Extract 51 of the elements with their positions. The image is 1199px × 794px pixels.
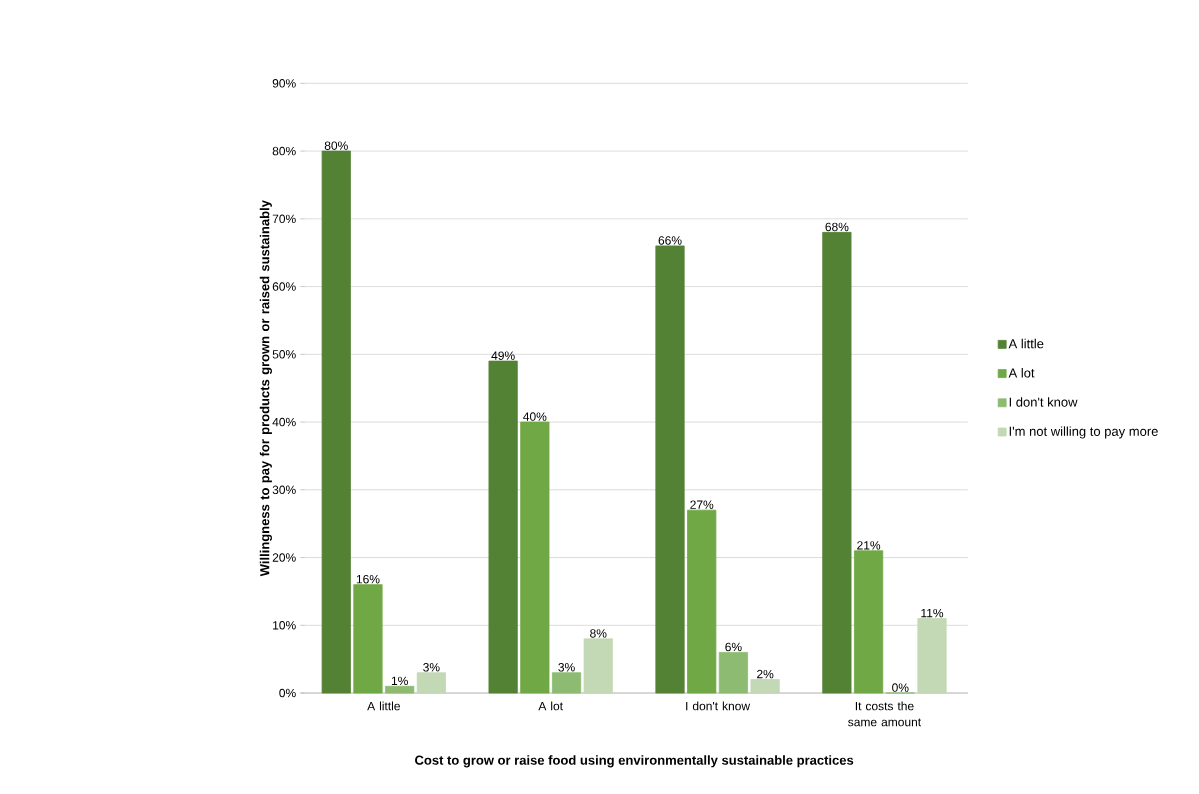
data-label: 8%: [590, 629, 607, 638]
bar: [655, 245, 685, 694]
bar: [687, 509, 717, 694]
bar: [520, 421, 550, 694]
legend-label: A lot: [1008, 367, 1035, 378]
data-label: 80%: [324, 141, 348, 150]
bar: [385, 685, 415, 694]
legend-label: I don't know: [1009, 397, 1078, 407]
data-label: 2%: [757, 669, 774, 679]
bar: [416, 672, 446, 694]
bar: [718, 652, 749, 694]
bar: [854, 550, 884, 694]
bar: [321, 150, 351, 694]
data-label: 11%: [921, 608, 944, 618]
data-label: 16%: [356, 574, 380, 584]
y-tick-label: 20%: [272, 553, 296, 562]
legend-label: A little: [1008, 338, 1044, 349]
data-label: 3%: [558, 663, 575, 672]
data-label: 0%: [892, 683, 909, 692]
x-tick-label: It costs the same amount: [848, 701, 922, 727]
y-tick-label: 40%: [272, 417, 296, 427]
x-tick-label: I don't know: [686, 701, 751, 711]
y-tick-label: 30%: [272, 485, 296, 495]
y-tick-label: 90%: [272, 79, 296, 88]
data-label: 1%: [391, 676, 408, 686]
data-label: 68%: [825, 222, 849, 232]
bar: [750, 679, 780, 694]
y-tick-label: 60%: [272, 282, 296, 291]
data-label: 6%: [725, 642, 742, 652]
data-label: 40%: [523, 412, 547, 421]
x-tick-label: A lot: [538, 701, 563, 711]
bar: [917, 618, 947, 694]
data-label: 3%: [423, 663, 440, 672]
y-tick-label: 80%: [272, 146, 296, 156]
bar: [353, 584, 383, 694]
y-tick-label: 50%: [272, 350, 296, 359]
y-tick-label: 10%: [273, 621, 296, 630]
data-label: 49%: [491, 351, 515, 360]
y-tick-label: 0%: [279, 688, 296, 698]
bar: [822, 231, 852, 694]
y-tick-label: 70%: [272, 214, 296, 224]
bar: [551, 672, 582, 694]
data-label: 27%: [690, 500, 714, 509]
y-axis-title: Willingness to pay for products grown or raised sustainably: [259, 200, 272, 577]
x-tick-label: A little: [367, 701, 400, 711]
legend-label: I'm not willing to pay more: [1009, 426, 1158, 439]
data-label: 66%: [658, 236, 682, 245]
bar: [488, 360, 518, 694]
x-axis-title: Cost to grow or raise food using environmentally sustainable practices: [415, 755, 854, 768]
data-label: 21%: [857, 541, 881, 550]
bar: [583, 638, 613, 694]
